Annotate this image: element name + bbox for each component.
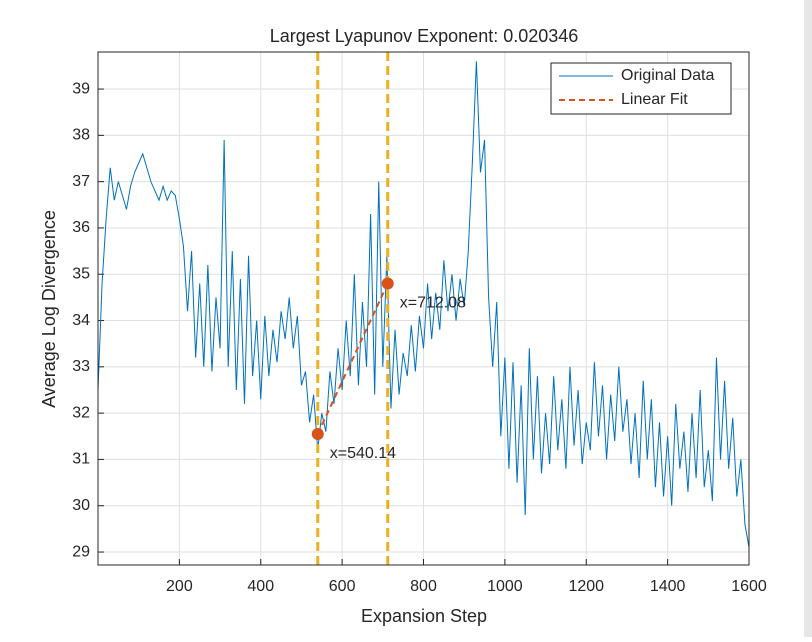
data-tip-label: x=712.08 (400, 295, 466, 312)
legend-label: Linear Fit (621, 91, 688, 108)
data-tip-marker (381, 277, 394, 290)
data-tip-marker (311, 427, 324, 440)
y-tick-label: 30 (72, 497, 90, 514)
y-tick-label: 39 (72, 80, 90, 97)
fit-line (316, 283, 389, 435)
x-axis-label: Expansion Step (361, 606, 487, 626)
legend-label: Original Data (621, 67, 714, 84)
y-tick-label: 33 (72, 358, 90, 375)
x-tick-label: 1200 (568, 578, 604, 595)
data-tip-label: x=540.14 (330, 445, 396, 462)
x-tick-label: 1600 (731, 578, 767, 595)
y-tick-label: 32 (72, 404, 90, 421)
y-tick-label: 35 (72, 265, 90, 282)
x-tick-label: 1400 (650, 578, 686, 595)
x-tick-label: 600 (329, 578, 356, 595)
data-line (98, 61, 749, 548)
y-tick-label: 38 (72, 127, 90, 144)
y-tick-label: 37 (72, 173, 90, 190)
chart-title: Largest Lyapunov Exponent: 0.020346 (270, 26, 579, 46)
y-axis-label: Average Log Divergence (39, 210, 59, 408)
x-tick-label: 200 (166, 578, 193, 595)
x-tick-label: 400 (247, 578, 274, 595)
y-tick-label: 31 (72, 451, 90, 468)
y-tick-label: 29 (72, 543, 90, 560)
x-tick-label: 800 (410, 578, 437, 595)
window-edge (804, 0, 812, 637)
axes-box (97, 51, 750, 566)
x-tick-label: 1000 (487, 578, 523, 595)
y-tick-label: 36 (72, 219, 90, 236)
y-tick-label: 34 (72, 312, 90, 329)
legend-box (550, 62, 732, 115)
